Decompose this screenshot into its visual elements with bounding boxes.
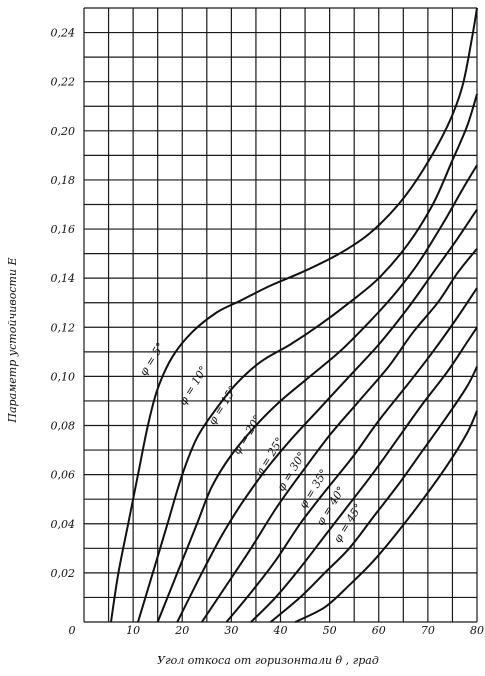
x-tick-label: 30 [224,624,238,637]
x-tick-label: 40 [273,624,288,637]
y-tick-label: 0,24 [51,27,76,40]
chart-tick-labels: 0 10 20 30 40 50 60 70 80 0,02 0,04 0,06 0,08 0,10 0,1… [51,27,485,637]
y-axis-title: Параметр устойчивости E [6,257,19,423]
series-line [201,248,478,623]
y-tick-label: 0,06 [51,469,76,482]
x-tick-label: 80 [470,624,484,637]
series-label: φ = 25° [252,435,286,479]
series-line [225,287,478,623]
y-tick-label: 0,08 [51,420,76,433]
x-tick-label: 20 [174,624,189,637]
x-tick-label: 10 [126,624,140,637]
chart-curves [110,7,478,623]
series-label: φ = 15° [206,383,240,427]
y-tick-label: 0,02 [51,567,76,580]
x-tick-label: 0 [69,624,76,637]
series-line [270,366,478,623]
y-tick-label: 0,04 [51,518,76,531]
x-tick-label: 60 [372,624,386,637]
x-tick-label: 70 [421,624,435,637]
y-tick-label: 0,10 [51,370,76,383]
x-axis-title: Угол откоса от горизонтали θ , град [157,654,379,667]
y-tick-label: 0,22 [51,76,76,89]
series-line [294,410,478,623]
series-line [156,164,478,623]
x-tick-label: 50 [323,624,337,637]
y-tick-label: 0,12 [51,321,76,334]
chart-grid [83,7,478,623]
series-line [137,93,478,623]
y-tick-label: 0,16 [51,223,76,236]
y-tick-label: 0,18 [51,174,76,187]
y-tick-label: 0,20 [51,125,76,138]
series-line [176,208,478,623]
series-line [110,7,478,623]
y-tick-label: 0,14 [51,272,76,285]
series-line [250,326,478,623]
series-label: φ = 5° [137,340,167,378]
